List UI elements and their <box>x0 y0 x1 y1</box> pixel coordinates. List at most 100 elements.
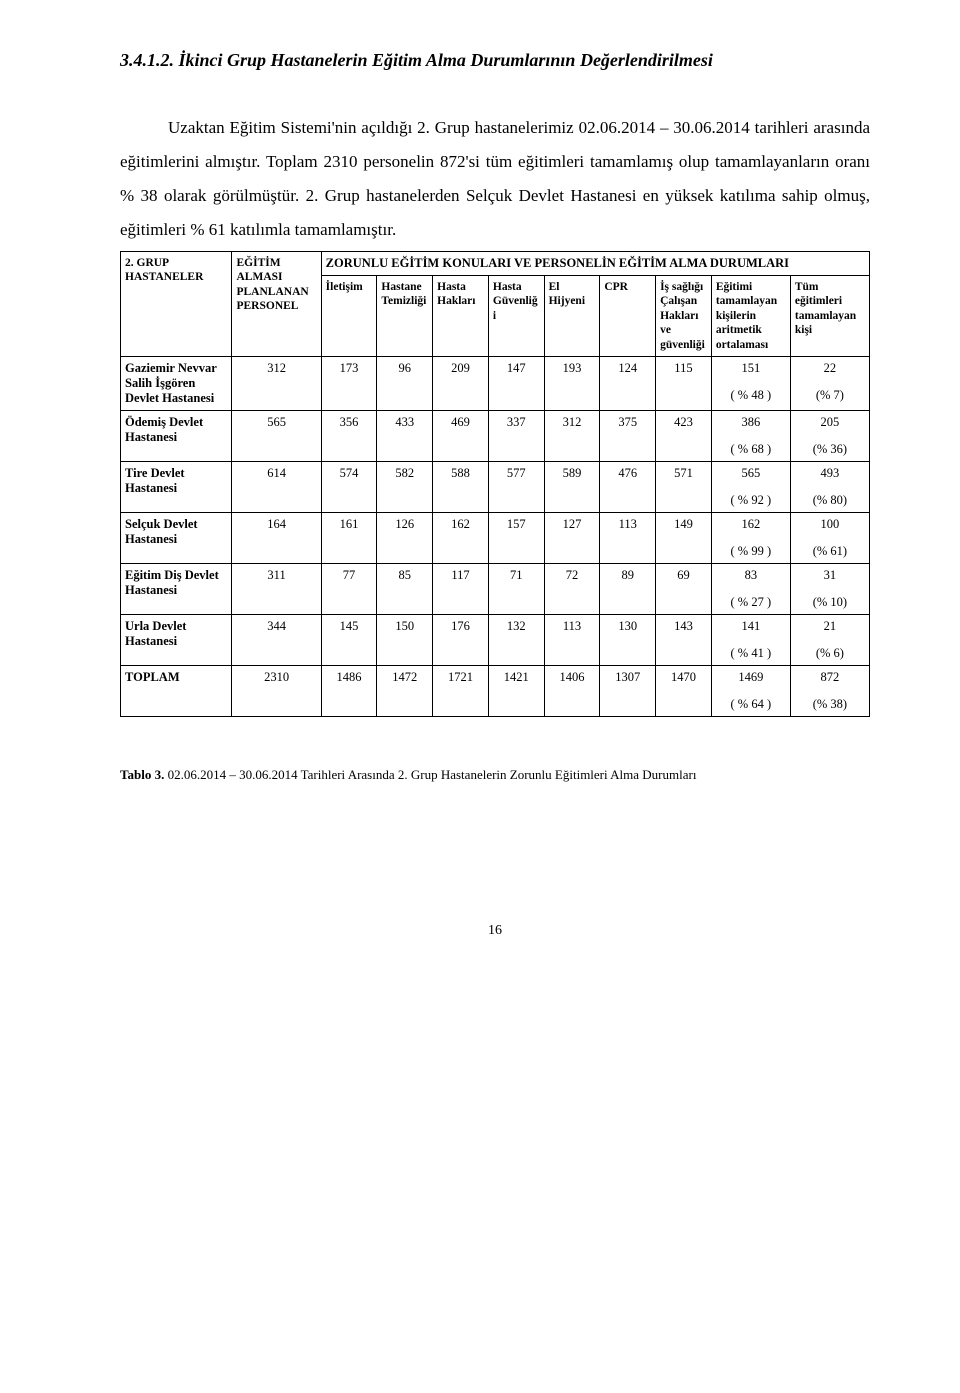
cell: 337 <box>488 410 544 461</box>
value: 493 <box>795 466 865 481</box>
cell: 476 <box>600 461 656 512</box>
cell: 132 <box>488 614 544 665</box>
table-row-total: TOPLAM 2310 1486 1472 1721 1421 1406 130… <box>121 665 870 716</box>
col-hasta-guvenligi: Hasta Güvenliği <box>488 276 544 357</box>
cell: 423 <box>656 410 712 461</box>
cell: 113 <box>600 512 656 563</box>
cell: 356 <box>321 410 377 461</box>
cell-personnel: 565 <box>232 410 321 461</box>
col-cpr: CPR <box>600 276 656 357</box>
col-is-sagligi: İş sağlığı Çalışan Hakları ve güvenliği <box>656 276 712 357</box>
cell: 469 <box>433 410 489 461</box>
cell: 124 <box>600 356 656 410</box>
cell-hospital: Eğitim Diş Devlet Hastanesi <box>121 563 232 614</box>
percent: (% 38) <box>795 697 865 712</box>
cell-tum: 205(% 36) <box>790 410 869 461</box>
cell-personnel: 312 <box>232 356 321 410</box>
cell-ortalama: 162 ( % 99 ) <box>711 512 790 563</box>
value: 386 <box>716 415 786 430</box>
cell-personnel: 344 <box>232 614 321 665</box>
value: 151 <box>716 361 786 376</box>
cell: 72 <box>544 563 600 614</box>
cell: 127 <box>544 512 600 563</box>
cell: 1307 <box>600 665 656 716</box>
cell: 149 <box>656 512 712 563</box>
value: 565 <box>716 466 786 481</box>
cell-tum: 21 (% 6) <box>790 614 869 665</box>
cell: 176 <box>433 614 489 665</box>
percent: ( % 68 ) <box>716 442 786 457</box>
cell-tum: 100 (% 61) <box>790 512 869 563</box>
cell: 143 <box>656 614 712 665</box>
cell-ortalama: 565 ( % 92 ) <box>711 461 790 512</box>
table-head: 2. GRUP HASTANELER EĞİTİM ALMASI PLANLAN… <box>121 252 870 357</box>
cell-tum: 31(% 10) <box>790 563 869 614</box>
percent: (% 61) <box>795 544 865 559</box>
value: 22 <box>795 361 865 376</box>
col-zorunlu: ZORUNLU EĞİTİM KONULARI VE PERSONELİN EĞ… <box>321 252 869 276</box>
col-el-hijyeni: El Hijyeni <box>544 276 600 357</box>
percent: (% 36) <box>795 442 865 457</box>
cell: 173 <box>321 356 377 410</box>
cell: 96 <box>377 356 433 410</box>
table-body: Gaziemir Nevvar Salih İşgören Devlet Has… <box>121 356 870 716</box>
cell-hospital: Ödemiş Devlet Hastanesi <box>121 410 232 461</box>
cell-hospital: Selçuk Devlet Hastanesi <box>121 512 232 563</box>
col-ortalama: Eğitimi tamamlayan kişilerin aritmetik o… <box>711 276 790 357</box>
cell: 77 <box>321 563 377 614</box>
cell: 1472 <box>377 665 433 716</box>
cell-ortalama: 386 ( % 68 ) <box>711 410 790 461</box>
cell: 150 <box>377 614 433 665</box>
percent: (% 6) <box>795 646 865 661</box>
caption-label: Tablo 3. <box>120 767 164 782</box>
col-tum: Tüm eğitimleri tamamlayan kişi <box>790 276 869 357</box>
training-table: 2. GRUP HASTANELER EĞİTİM ALMASI PLANLAN… <box>120 251 870 717</box>
cell: 147 <box>488 356 544 410</box>
cell: 589 <box>544 461 600 512</box>
percent: ( % 64 ) <box>716 697 786 712</box>
cell: 433 <box>377 410 433 461</box>
percent: ( % 92 ) <box>716 493 786 508</box>
percent: (% 80) <box>795 493 865 508</box>
cell: 577 <box>488 461 544 512</box>
cell-ortalama: 83( % 27 ) <box>711 563 790 614</box>
cell: 145 <box>321 614 377 665</box>
cell: 1486 <box>321 665 377 716</box>
cell: 89 <box>600 563 656 614</box>
value: 21 <box>795 619 865 634</box>
caption-text: 02.06.2014 – 30.06.2014 Tarihleri Arasın… <box>164 767 696 782</box>
value: 31 <box>795 568 865 583</box>
cell-personnel: 311 <box>232 563 321 614</box>
col-personnel: EĞİTİM ALMASI PLANLANAN PERSONEL <box>232 252 321 357</box>
cell: 85 <box>377 563 433 614</box>
cell: 117 <box>433 563 489 614</box>
col-hasta-haklari: Hasta Hakları <box>433 276 489 357</box>
cell: 113 <box>544 614 600 665</box>
percent: ( % 99 ) <box>716 544 786 559</box>
cell-hospital: Urla Devlet Hastanesi <box>121 614 232 665</box>
value: 100 <box>795 517 865 532</box>
percent: ( % 48 ) <box>716 388 786 403</box>
cell: 162 <box>433 512 489 563</box>
cell: 574 <box>321 461 377 512</box>
cell: 126 <box>377 512 433 563</box>
cell: 375 <box>600 410 656 461</box>
cell: 1470 <box>656 665 712 716</box>
cell-personnel: 164 <box>232 512 321 563</box>
value: 1469 <box>716 670 786 685</box>
table-row: Tire Devlet Hastanesi 614 574 582 588 57… <box>121 461 870 512</box>
cell: 69 <box>656 563 712 614</box>
value: 162 <box>716 517 786 532</box>
section-heading: 3.4.1.2. İkinci Grup Hastanelerin Eğitim… <box>120 50 870 71</box>
table-row: Ödemiş Devlet Hastanesi 565 356 433 469 … <box>121 410 870 461</box>
cell-tum: 493 (% 80) <box>790 461 869 512</box>
percent: ( % 41 ) <box>716 646 786 661</box>
cell: 161 <box>321 512 377 563</box>
value: 872 <box>795 670 865 685</box>
cell-tum: 22(% 7) <box>790 356 869 410</box>
value: 141 <box>716 619 786 634</box>
cell-tum: 872 (% 38) <box>790 665 869 716</box>
cell-ortalama: 1469 ( % 64 ) <box>711 665 790 716</box>
table-caption: Tablo 3. 02.06.2014 – 30.06.2014 Tarihle… <box>120 767 870 783</box>
table-row: Selçuk Devlet Hastanesi 164 161 126 162 … <box>121 512 870 563</box>
